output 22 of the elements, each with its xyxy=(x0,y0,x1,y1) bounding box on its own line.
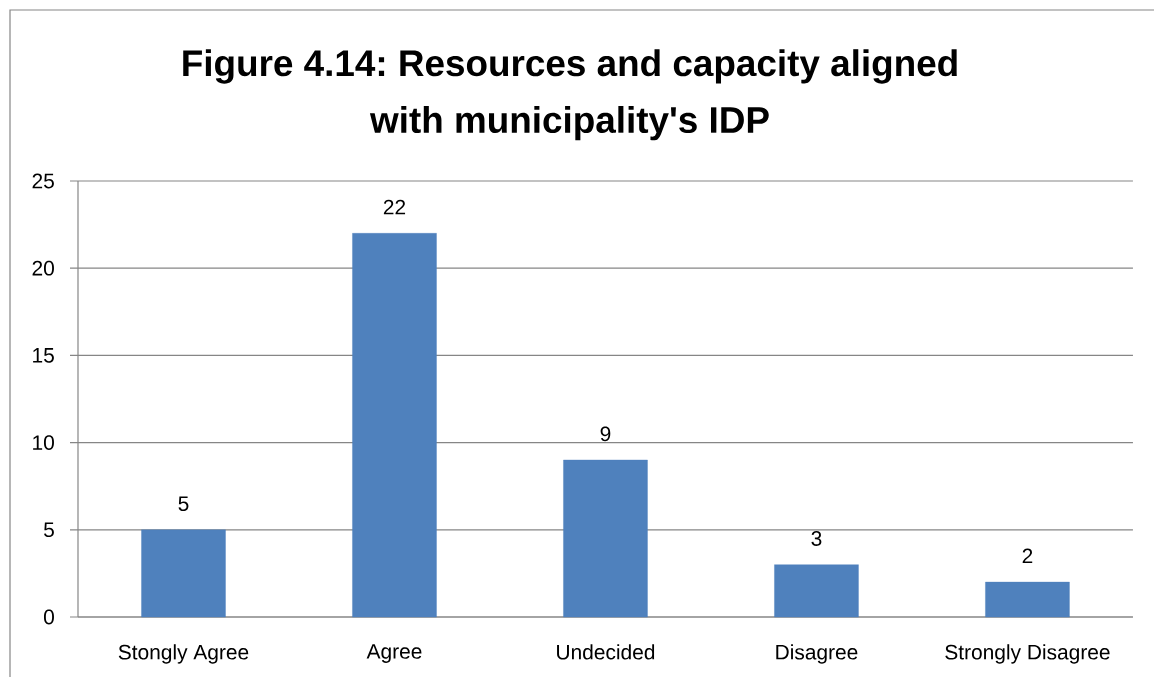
data-label: 9 xyxy=(600,426,611,442)
y-tick-label: 0 xyxy=(43,609,54,625)
x-tick-label: Agree xyxy=(366,644,422,663)
data-label: 2 xyxy=(1022,548,1033,564)
y-tick-label: 15 xyxy=(33,348,54,363)
bar xyxy=(563,459,648,618)
bar xyxy=(985,581,1070,618)
y-tick-label: 25 xyxy=(32,173,54,189)
y-tick-label: 5 xyxy=(44,522,54,538)
bar xyxy=(352,233,437,618)
chart-title: Figure 4.14: Resources and capacity aligned with municipality's IDP xyxy=(183,49,957,141)
data-label: 5 xyxy=(178,496,189,511)
data-label: 22 xyxy=(383,199,406,215)
x-tick-label: Disagree xyxy=(776,644,858,664)
y-tick-label: 20 xyxy=(32,260,54,276)
x-tick-label: Stongly Agree xyxy=(118,644,249,664)
bar xyxy=(774,564,859,618)
x-tick-label: Undecided xyxy=(557,644,655,660)
x-tick-label: Strongly Disagree xyxy=(945,644,1110,664)
bar xyxy=(141,529,226,618)
y-tick-label: 10 xyxy=(33,435,54,450)
data-label: 3 xyxy=(811,531,822,546)
